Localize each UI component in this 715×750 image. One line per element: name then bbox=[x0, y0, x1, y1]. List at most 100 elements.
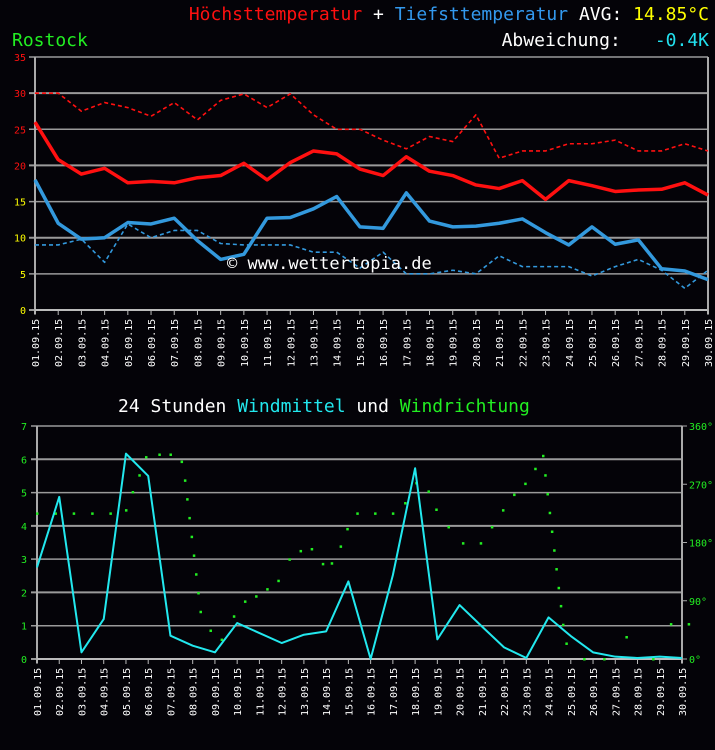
y-axis-label: 0 bbox=[20, 306, 26, 317]
x-axis-label: 14.09.15 bbox=[333, 319, 344, 367]
wind-direction-dot bbox=[548, 511, 552, 515]
wind-direction-dot bbox=[374, 512, 377, 515]
y-axis-label: 0 bbox=[21, 655, 27, 666]
wind-direction-dot bbox=[427, 490, 430, 493]
wind-direction-dot bbox=[310, 547, 314, 551]
wind-direction-dot bbox=[339, 545, 343, 548]
wind-direction-dot bbox=[232, 615, 236, 618]
wind-direction-dot bbox=[479, 542, 483, 545]
wind-direction-dot bbox=[255, 595, 258, 598]
x-axis-label: 22.09.15 bbox=[518, 319, 529, 367]
x-axis-label: 19.09.15 bbox=[433, 668, 444, 716]
wind-direction-dot bbox=[562, 623, 565, 627]
chart2-title: 24 Stunden Windmittel und Windrichtung bbox=[118, 396, 530, 417]
chart2-title-prefix: 24 Stunden bbox=[118, 396, 238, 417]
x-axis-label: 11.09.15 bbox=[263, 319, 274, 367]
title-min-label: Tiefsttemperatur bbox=[394, 4, 569, 25]
wind-direction-dot bbox=[169, 453, 172, 456]
series-record-line bbox=[35, 92, 709, 159]
y2-axis-label: 90° bbox=[689, 597, 707, 608]
x-axis-label: 27.09.15 bbox=[634, 319, 645, 367]
wind-mean-line bbox=[36, 452, 683, 660]
x-axis-label: 17.09.15 bbox=[389, 668, 400, 716]
wind-direction-dot bbox=[669, 623, 673, 626]
x-axis-label: 02.09.15 bbox=[54, 319, 65, 367]
y2-axis-label: 180° bbox=[689, 539, 713, 550]
location-label: Rostock bbox=[12, 30, 88, 51]
y-axis-label: 7 bbox=[21, 422, 27, 433]
wind-direction-dot bbox=[36, 512, 39, 515]
wind-direction-dot bbox=[124, 509, 128, 512]
wind-direction-dot bbox=[188, 516, 191, 520]
wind-direction-dot bbox=[109, 512, 112, 515]
x-axis-label: 10.09.15 bbox=[233, 668, 244, 716]
wind-direction-dot bbox=[299, 549, 303, 553]
x-axis-label: 10.09.15 bbox=[240, 319, 251, 367]
wind-direction-dot bbox=[490, 525, 494, 529]
x-axis-label: 15.09.15 bbox=[356, 319, 367, 367]
chart1-title: Höchsttemperatur + Tiefsttemperatur AVG:… bbox=[189, 4, 709, 25]
x-axis-label: 03.09.15 bbox=[77, 668, 88, 716]
y-axis-label: 30 bbox=[14, 89, 26, 100]
y2-axis-label: 270° bbox=[689, 480, 713, 491]
x-axis-label: 21.09.15 bbox=[495, 319, 506, 367]
wind-direction-dot bbox=[550, 530, 554, 533]
wind-direction-dot bbox=[524, 482, 527, 486]
x-axis-label: 21.09.15 bbox=[478, 668, 489, 716]
wind-direction-dot bbox=[144, 456, 148, 459]
title-max-label: Höchsttemperatur bbox=[188, 4, 363, 25]
x-axis-label: 09.09.15 bbox=[211, 668, 222, 716]
wind-direction-dot bbox=[180, 460, 184, 464]
x-axis-label: 05.09.15 bbox=[124, 319, 135, 367]
chart2-title-windmean: Windmittel bbox=[237, 396, 346, 417]
x-axis-label: 16.09.15 bbox=[379, 319, 390, 367]
wind-direction-dot bbox=[209, 629, 212, 633]
wind-direction-dot bbox=[321, 562, 325, 566]
x-axis-label: 08.09.15 bbox=[189, 668, 200, 716]
wind-direction-dot bbox=[54, 512, 57, 515]
x-axis-label: 29.09.15 bbox=[656, 668, 667, 716]
temperature-chart: 0 5 10 15 20 25 30 35 01.09.15 02.09.15 03.09.15 04… bbox=[14, 53, 715, 367]
wind-direction-dot bbox=[404, 502, 407, 505]
chart2-title-winddir: Windrichtung bbox=[399, 396, 530, 417]
x-axis-label: 18.09.15 bbox=[426, 319, 437, 367]
x-axis-label: 13.09.15 bbox=[300, 668, 311, 716]
wind-direction-dot bbox=[447, 525, 450, 529]
y-axis-label: 15 bbox=[14, 198, 26, 209]
x-axis-label: 11.09.15 bbox=[255, 668, 266, 716]
x-axis-label: 01.09.15 bbox=[31, 319, 42, 367]
chart2-title-mid: und bbox=[345, 396, 400, 417]
wind-direction-dot bbox=[553, 549, 556, 552]
wind-direction-dot bbox=[565, 642, 568, 645]
wind-direction-dot bbox=[192, 554, 196, 557]
wind-direction-dot bbox=[72, 512, 76, 515]
x-axis-label: 26.09.15 bbox=[611, 319, 622, 367]
x-axis-label: 20.09.15 bbox=[472, 319, 483, 367]
wind-direction-dot bbox=[513, 493, 516, 497]
x-axis-label: 14.09.15 bbox=[322, 668, 333, 716]
x-axis-label: 06.09.15 bbox=[144, 668, 155, 716]
x-axis-label: 01.09.15 bbox=[33, 668, 44, 716]
x-axis-label: 12.09.15 bbox=[286, 319, 297, 367]
wind-direction-dot bbox=[199, 610, 202, 614]
x-axis-label: 16.09.15 bbox=[367, 668, 378, 716]
x-axis-label: 03.09.15 bbox=[77, 319, 88, 367]
y2-axis-label: 0° bbox=[689, 655, 701, 666]
x-axis-label: 23.09.15 bbox=[522, 668, 533, 716]
wind-direction-dot bbox=[190, 535, 194, 539]
wind-direction-dot bbox=[557, 586, 561, 590]
y-axis-label: 10 bbox=[14, 234, 26, 245]
wind-direction-dot bbox=[555, 568, 558, 571]
wind-direction-dot bbox=[91, 512, 94, 515]
x-axis-label: 13.09.15 bbox=[309, 319, 320, 367]
series-record-line bbox=[35, 223, 709, 290]
watermark: © www.wettertopia.de bbox=[227, 254, 432, 274]
deviation-value: -0.4K bbox=[654, 30, 709, 51]
series-line bbox=[33, 179, 709, 282]
x-axis-label: 09.09.15 bbox=[217, 319, 228, 367]
wind-direction-dot bbox=[277, 579, 280, 583]
y-axis-label: 5 bbox=[20, 270, 26, 281]
wind-direction-dot bbox=[546, 492, 549, 496]
x-axis-label: 04.09.15 bbox=[100, 668, 111, 716]
wind-direction-dot bbox=[534, 467, 537, 471]
